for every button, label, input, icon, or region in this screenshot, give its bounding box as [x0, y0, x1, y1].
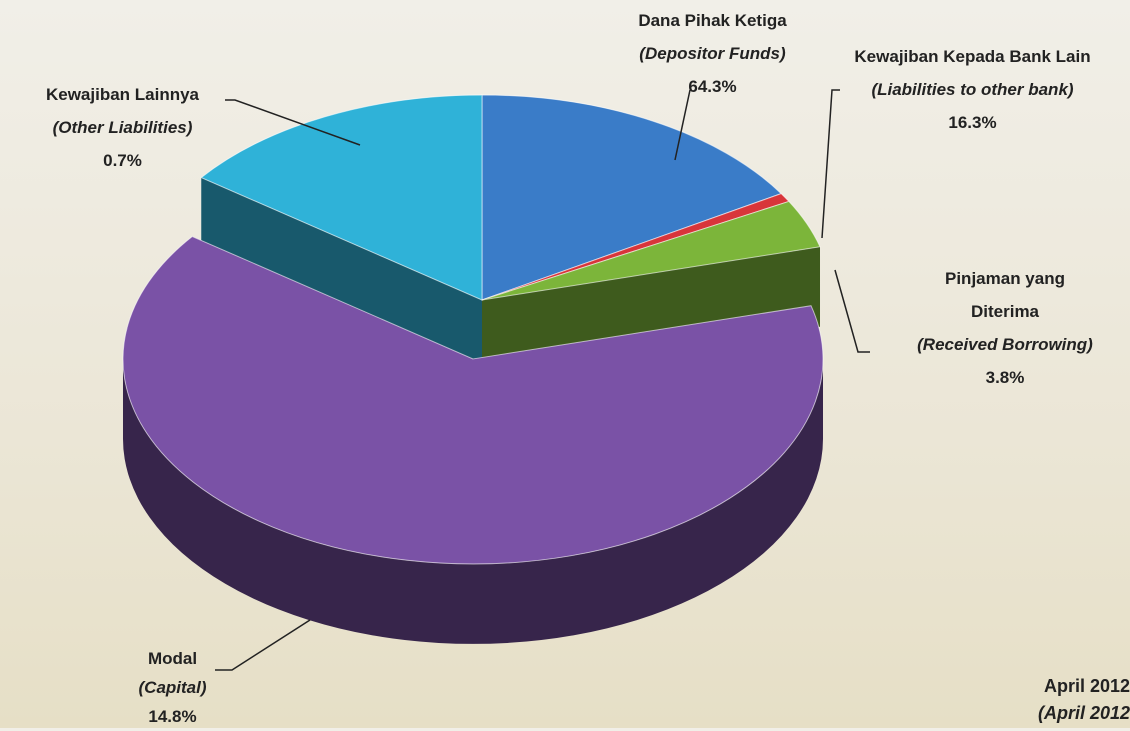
label-value: 3.8% — [985, 368, 1025, 387]
label-name: Modal — [147, 649, 198, 668]
slice — [481, 200, 821, 301]
subtitle-en: (April 2012 — [1037, 703, 1130, 723]
label: Dana Pihak Ketiga (Depositor Funds) 64.3… — [600, 4, 825, 103]
leader-line — [821, 89, 840, 239]
slice-side — [201, 177, 482, 380]
slice — [481, 94, 783, 301]
label-name-en: (Depositor Funds) — [639, 44, 786, 63]
label-name-en: (Other Liabilities) — [52, 118, 193, 137]
label: Kewajiban Kepada Bank Lain (Liabilities … — [840, 40, 1105, 139]
leader-lines — [215, 89, 870, 671]
label-name-en: (Capital) — [138, 678, 207, 697]
label-value: 16.3% — [948, 113, 997, 132]
subtitle: April 2012 — [1043, 676, 1130, 696]
label: Modal (Capital) 14.8% — [110, 644, 235, 731]
label-name: Pinjaman yang Diterima — [945, 269, 1065, 321]
label-name: Kewajiban Lainnya — [45, 85, 200, 104]
leader-line — [834, 269, 870, 353]
slice — [200, 94, 483, 301]
leader-line — [215, 619, 311, 671]
slice — [122, 235, 824, 565]
label-name: Kewajiban Kepada Bank Lain — [854, 47, 1091, 66]
label-value: 0.7% — [103, 151, 142, 170]
leader-line — [674, 89, 691, 161]
label: Pinjaman yang Diterima (Received Borrowi… — [880, 262, 1130, 394]
label-name: Dana Pihak Ketiga — [638, 11, 787, 30]
leader-line — [225, 99, 361, 146]
label-name-en: (Received Borrowing) — [917, 335, 1093, 354]
slice-wall — [122, 358, 823, 644]
label-name-en: (Liabilities to other bank) — [871, 80, 1074, 99]
pie-tops — [122, 94, 824, 565]
label-value: 64.3% — [688, 77, 737, 96]
label: Kewajiban Lainnya (Other Liabilities) 0.… — [10, 78, 235, 177]
label-value: 14.8% — [148, 707, 197, 726]
